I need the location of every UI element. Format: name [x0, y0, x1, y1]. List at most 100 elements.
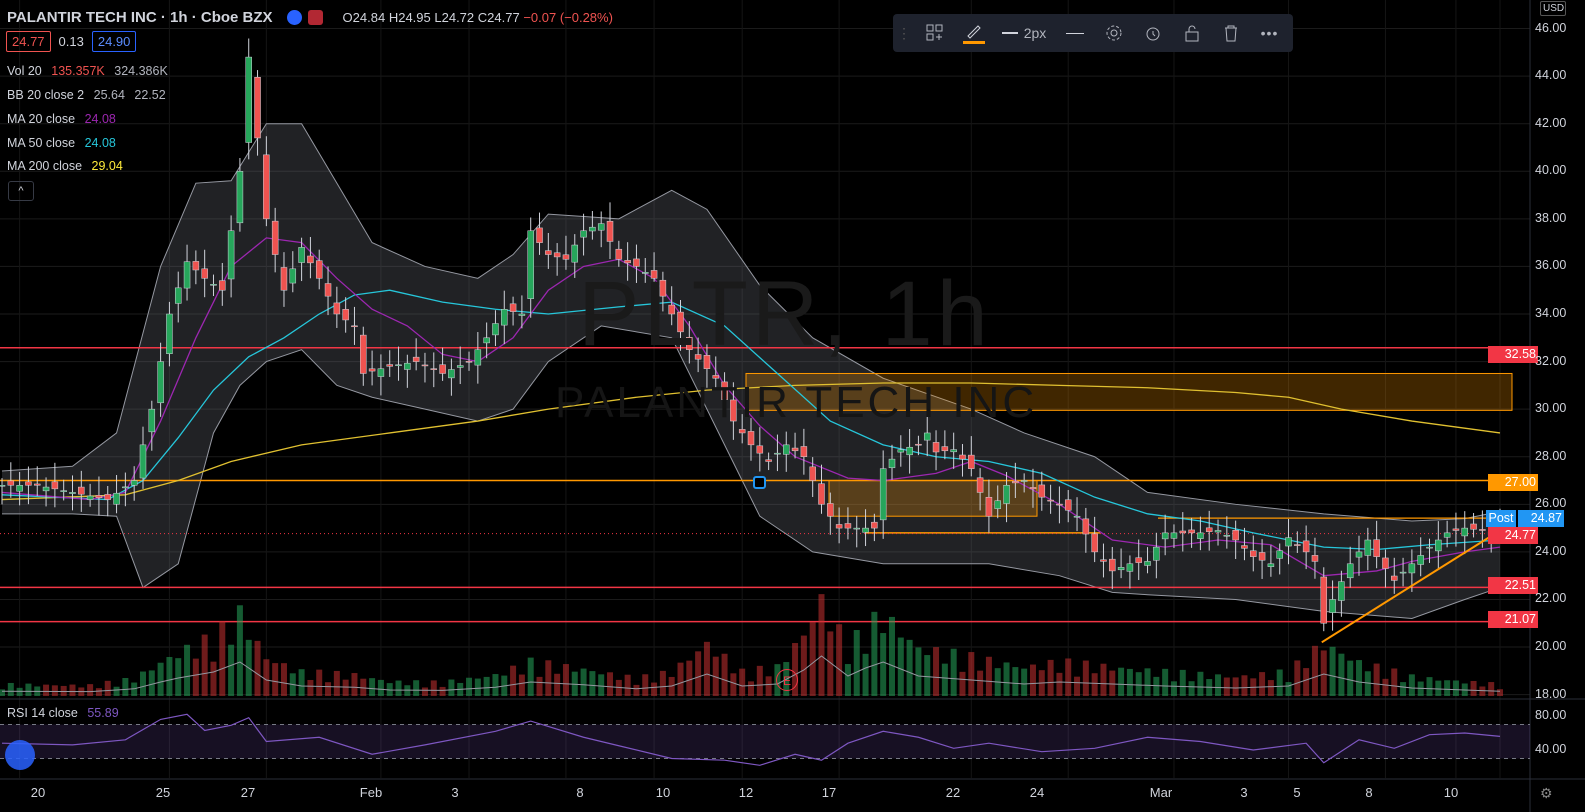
volume-bar	[642, 674, 649, 696]
candle-body	[589, 226, 596, 232]
trash-icon[interactable]	[1211, 14, 1250, 52]
lock-icon[interactable]	[1172, 14, 1211, 52]
volume-bar	[1179, 669, 1186, 696]
candle-body	[712, 375, 720, 379]
visibility-icon[interactable]	[286, 9, 302, 25]
x-axis-label: 27	[240, 785, 256, 800]
volume-bar	[695, 651, 702, 696]
sell-price-button[interactable]: 24.77	[6, 31, 51, 52]
volume-bar	[1391, 668, 1398, 696]
candle-body	[456, 365, 464, 368]
candle-body	[1302, 540, 1310, 553]
candle-body	[227, 230, 235, 280]
candle-body	[765, 459, 772, 462]
quote-panel: 24.77 0.13 24.90	[6, 31, 137, 52]
drawing-anchor-handle	[753, 476, 766, 489]
candle-body	[0, 485, 6, 487]
line-color-button[interactable]	[954, 14, 993, 52]
y-axis-label: 44.00	[1535, 68, 1567, 83]
buy-price-button[interactable]: 24.90	[91, 31, 137, 52]
indicator-logo-icon[interactable]	[5, 740, 35, 770]
volume-bar	[853, 630, 860, 696]
volume-bar	[1470, 680, 1477, 696]
x-axis-label: 20	[30, 785, 46, 800]
volume-bar	[1135, 672, 1142, 696]
y-axis-label: 40.00	[1535, 163, 1567, 178]
legend-ma200[interactable]: MA 200 close 29.04	[7, 159, 123, 173]
candle-body	[430, 368, 438, 370]
volume-bar	[1153, 676, 1160, 696]
candle-body	[254, 76, 261, 139]
y-axis-label: 42.00	[1535, 115, 1567, 130]
line-style-icon[interactable]	[1055, 14, 1094, 52]
alert-clock-icon[interactable]	[1133, 14, 1172, 52]
candle-body	[289, 268, 297, 284]
candle-body	[1435, 539, 1442, 552]
y-axis-label: 36.00	[1535, 258, 1567, 273]
volume-bar	[1320, 650, 1327, 696]
volume-bar	[1259, 672, 1266, 696]
candle-body	[448, 369, 455, 379]
volume-bar	[1144, 668, 1151, 696]
candle-body	[1153, 546, 1160, 561]
legend-ma50[interactable]: MA 50 close 24.08	[7, 136, 116, 150]
volume-bar	[703, 641, 710, 696]
more-icon[interactable]: •••	[1260, 25, 1279, 41]
drag-handle-icon[interactable]: ⋮	[897, 24, 911, 41]
symbol-title[interactable]: PALANTIR TECH INC · 1h · Cboe BZX	[7, 8, 273, 26]
candle-body	[668, 304, 675, 315]
candle-body	[1355, 551, 1363, 558]
legend-bollinger[interactable]: BB 20 close 2 25.64 22.52	[7, 88, 166, 102]
volume-bar	[1426, 677, 1433, 696]
template-icon[interactable]	[915, 14, 954, 52]
candle-body	[1056, 503, 1063, 506]
candle-body	[60, 490, 67, 492]
volume-bar	[439, 686, 446, 696]
legend-value: 25.64	[93, 88, 125, 102]
candle-body	[315, 260, 323, 279]
volume-bar	[827, 631, 834, 696]
volume-bar	[739, 668, 746, 696]
volume-bar	[1373, 663, 1380, 696]
low-value: L24.72	[434, 9, 475, 25]
legend-label: MA 200 close	[7, 159, 83, 173]
volume-bar	[545, 660, 552, 696]
candle-body	[183, 261, 191, 289]
legend-volume[interactable]: Vol 20 135.357K 324.386K	[7, 64, 168, 78]
volume-bar	[351, 673, 358, 696]
line-width-button[interactable]: 2px	[993, 14, 1055, 52]
volume-bar	[1488, 682, 1495, 696]
candle-body	[791, 447, 799, 452]
collapse-legend-button[interactable]: ^	[8, 181, 34, 201]
drawing-toolbar: ⋮ 2px •••	[893, 14, 1293, 52]
candle-body	[33, 483, 41, 486]
volume-bar	[677, 662, 684, 696]
axis-settings-icon[interactable]: ⚙	[1540, 785, 1553, 801]
candle-body	[571, 244, 579, 263]
x-axis-label: 25	[155, 785, 171, 800]
ma200-line	[1, 382, 1501, 501]
volume-bar	[1400, 682, 1407, 696]
volume-bar	[325, 682, 332, 696]
volume-bar	[228, 644, 235, 696]
compare-icon[interactable]	[307, 9, 323, 25]
settings-icon[interactable]	[1094, 14, 1133, 52]
volume-bar	[624, 674, 631, 696]
currency-badge[interactable]: USD	[1540, 1, 1566, 16]
earnings-marker[interactable]: E	[776, 669, 798, 691]
x-axis-label: 22	[945, 785, 961, 800]
legend-label: Vol 20	[7, 64, 42, 78]
volume-bar	[492, 674, 499, 696]
volume-bar	[51, 685, 58, 696]
volume-bar	[25, 683, 32, 696]
candle-body	[1144, 561, 1151, 566]
volume-bar	[721, 653, 728, 696]
legend-ma20[interactable]: MA 20 close 24.08	[7, 112, 116, 126]
volume-bar	[430, 680, 437, 696]
candle-body	[1250, 550, 1257, 557]
candle-body	[606, 220, 614, 242]
volume-bar	[888, 616, 895, 696]
volume-bar	[1021, 668, 1028, 696]
legend-rsi[interactable]: RSI 14 close 55.89	[7, 706, 119, 720]
